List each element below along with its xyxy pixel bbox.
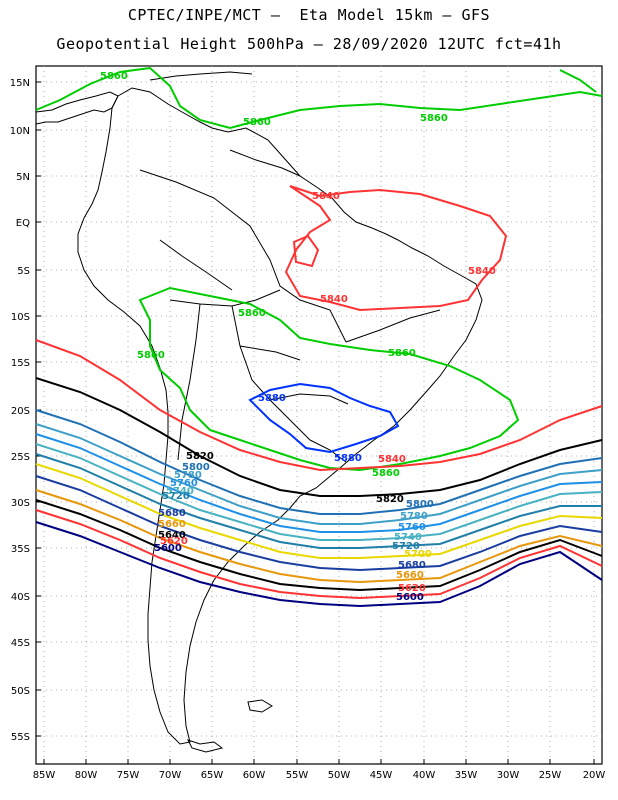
contour-label: 5840 [320, 294, 348, 305]
contour-5640 [35, 499, 603, 592]
falkland-islands [247, 699, 273, 713]
contour-5860-continental [138, 286, 520, 472]
land-outline [35, 71, 483, 753]
contour-label-group: 5860 5860 5860 5860 5860 5860 5860 5840 … [100, 71, 496, 603]
contour-label: 5860 [243, 117, 271, 128]
contour-5720 [35, 453, 602, 549]
contour-label: 5700 [404, 549, 432, 560]
contour-label: 5780 [174, 470, 202, 481]
contour-label: 5780 [400, 511, 428, 522]
lon-tick-label: 35W [455, 770, 478, 781]
contour-label: 5820 [376, 494, 404, 505]
contour-label: 5860 [100, 71, 128, 82]
map-title-line2: Geopotential Height 500hPa – 28/09/2020 … [56, 35, 562, 53]
contour-label: 5840 [312, 191, 340, 202]
contour-label: 5620 [398, 583, 426, 594]
central-america-coast [35, 91, 119, 125]
lon-tick-label: 55W [286, 770, 309, 781]
contour-5620 [35, 509, 603, 600]
contour-5860-east [559, 69, 597, 93]
lat-tick-label: EQ [16, 218, 30, 229]
contours [35, 66, 603, 608]
contour-label: 5860 [238, 308, 266, 319]
contour-5860-north [35, 66, 603, 130]
contour-label: 5800 [182, 462, 210, 473]
lat-tick-label: 10N [10, 126, 30, 137]
contour-label: 5720 [392, 541, 420, 552]
contour-label: 5600 [154, 543, 182, 554]
lon-tick-label: 20W [583, 770, 606, 781]
contour-5780 [35, 423, 603, 525]
lat-tick-label: 55S [11, 732, 30, 743]
contour-label: 5800 [406, 499, 434, 510]
contour-label: 5880 [334, 453, 362, 464]
map-title-line1: CPTEC/INPE/MCT – Eta Model 15km – GFS [127, 6, 491, 24]
lat-tick-label: 15N [10, 78, 30, 89]
contour-label: 5600 [396, 592, 424, 603]
contour-label: 5620 [160, 536, 188, 547]
contour-label: 5680 [158, 508, 186, 519]
lat-tick-label: 50S [11, 686, 30, 697]
lat-tick-label: 20S [11, 406, 30, 417]
contour-label: 5640 [158, 530, 186, 541]
lat-tick-label: 25S [11, 452, 30, 463]
lon-tick-label: 85W [33, 770, 56, 781]
contour-5820 [35, 377, 603, 497]
contour-label: 5720 [162, 491, 190, 502]
graticule [36, 66, 602, 764]
contour-label: 5760 [398, 522, 426, 533]
contour-5880 [248, 382, 400, 454]
lon-tick-label: 70W [159, 770, 182, 781]
lat-tick-label: 35S [11, 544, 30, 555]
lat-tick-label: 5N [16, 172, 30, 183]
lon-tick-label: 60W [243, 770, 266, 781]
south-america-coast [77, 87, 483, 745]
lon-tick-label: 50W [328, 770, 351, 781]
lat-tick-label: 45S [11, 638, 30, 649]
contour-5680 [35, 475, 603, 572]
contour-label: 5860 [388, 348, 416, 359]
lat-tick-label: 40S [11, 592, 30, 603]
map-frame [35, 65, 603, 765]
contour-label: 5740 [394, 532, 422, 543]
lat-tick-label: 5S [17, 266, 30, 277]
lon-tick-label: 45W [370, 770, 393, 781]
contour-label: 5760 [170, 478, 198, 489]
contour-label: 5740 [166, 486, 194, 497]
axis-ticks: 85W 80W 75W 70W 65W 60W 55W 50W 45W 40W 35W 30W 25W 2… [10, 78, 606, 781]
contour-5840-inner [292, 234, 320, 268]
contour-label: 5660 [158, 519, 186, 530]
contour-5660 [35, 489, 603, 584]
lon-tick-label: 25W [539, 770, 562, 781]
lon-tick-label: 65W [201, 770, 224, 781]
contour-label: 5820 [186, 451, 214, 462]
contour-5760 [35, 433, 603, 533]
contour-label: 5840 [468, 266, 496, 277]
contour-label: 5660 [396, 570, 424, 581]
lat-tick-label: 30S [11, 498, 30, 509]
lon-tick-label: 30W [497, 770, 520, 781]
contour-5740 [35, 443, 603, 541]
contour-5840-north [284, 185, 508, 312]
lat-tick-label: 10S [11, 312, 30, 323]
contour-5800 [35, 409, 603, 515]
contour-label: 5680 [398, 560, 426, 571]
contour-label: 5860 [420, 113, 448, 124]
lon-tick-label: 80W [75, 770, 98, 781]
lat-tick-label: 15S [11, 358, 30, 369]
caribbean-coast [149, 71, 253, 81]
contour-label: 5860 [137, 350, 165, 361]
lon-tick-label: 40W [413, 770, 436, 781]
contour-label: 5860 [372, 468, 400, 479]
contour-5840-south [35, 339, 603, 472]
tierra-del-fuego [187, 739, 224, 753]
contour-5600 [35, 521, 603, 608]
contour-label: 5840 [378, 454, 406, 465]
contour-5700 [35, 463, 603, 559]
contour-label: 5880 [258, 393, 286, 404]
country-borders [139, 149, 441, 463]
lon-tick-label: 75W [117, 770, 140, 781]
